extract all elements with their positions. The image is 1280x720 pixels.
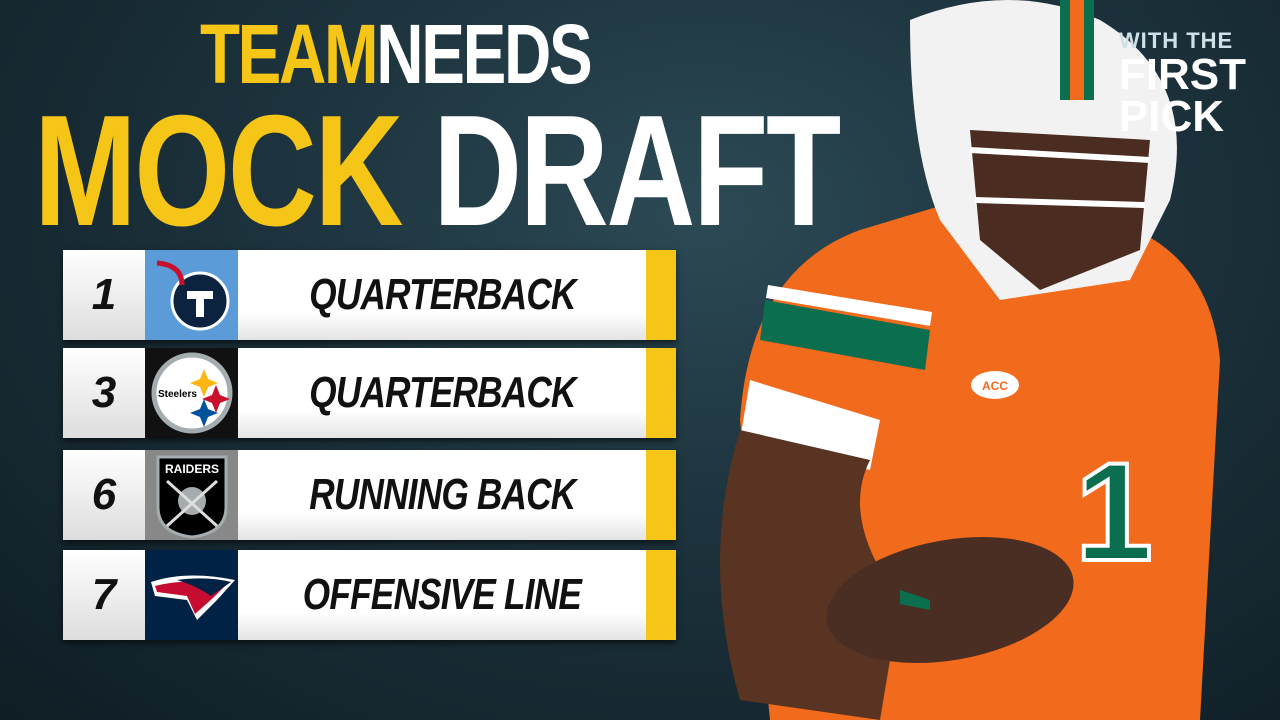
pick-row: 3 Steelers QUARTERBACK: [63, 348, 676, 438]
pick-number: 7: [63, 550, 145, 640]
svg-text:Steelers: Steelers: [158, 389, 197, 400]
position-need: OFFENSIVE LINE: [302, 570, 582, 619]
acc-patch: ACC: [982, 379, 1008, 393]
title-mock-draft: MOCK DRAFT: [34, 83, 841, 259]
player-image: 1 ACC: [720, 0, 1220, 720]
pick-number: 3: [63, 348, 145, 438]
titans-logo-icon: [145, 250, 238, 340]
patriots-logo-icon: [145, 550, 238, 640]
position-need: RUNNING BACK: [308, 470, 576, 519]
accent-bar: [646, 348, 676, 438]
pick-row: 6 RAIDERS RUNNING BACK: [63, 450, 676, 540]
pick-row: 7 OFFENSIVE LINE: [63, 550, 676, 640]
brand-logo: WITH THE FIRST PICK: [1118, 28, 1246, 141]
pick-row: 1 QUARTERBACK: [63, 250, 676, 340]
accent-bar: [646, 450, 676, 540]
raiders-logo-icon: RAIDERS: [145, 450, 238, 540]
pick-number: 1: [63, 250, 145, 340]
accent-bar: [646, 550, 676, 640]
steelers-logo-icon: Steelers: [145, 348, 238, 438]
accent-bar: [646, 250, 676, 340]
jersey-number: 1: [1075, 433, 1153, 590]
title-team-needs: TEAMNEEDS: [200, 7, 593, 101]
position-need: QUARTERBACK: [308, 270, 576, 319]
svg-text:RAIDERS: RAIDERS: [164, 462, 218, 476]
pick-number: 6: [63, 450, 145, 540]
position-need: QUARTERBACK: [308, 368, 576, 417]
